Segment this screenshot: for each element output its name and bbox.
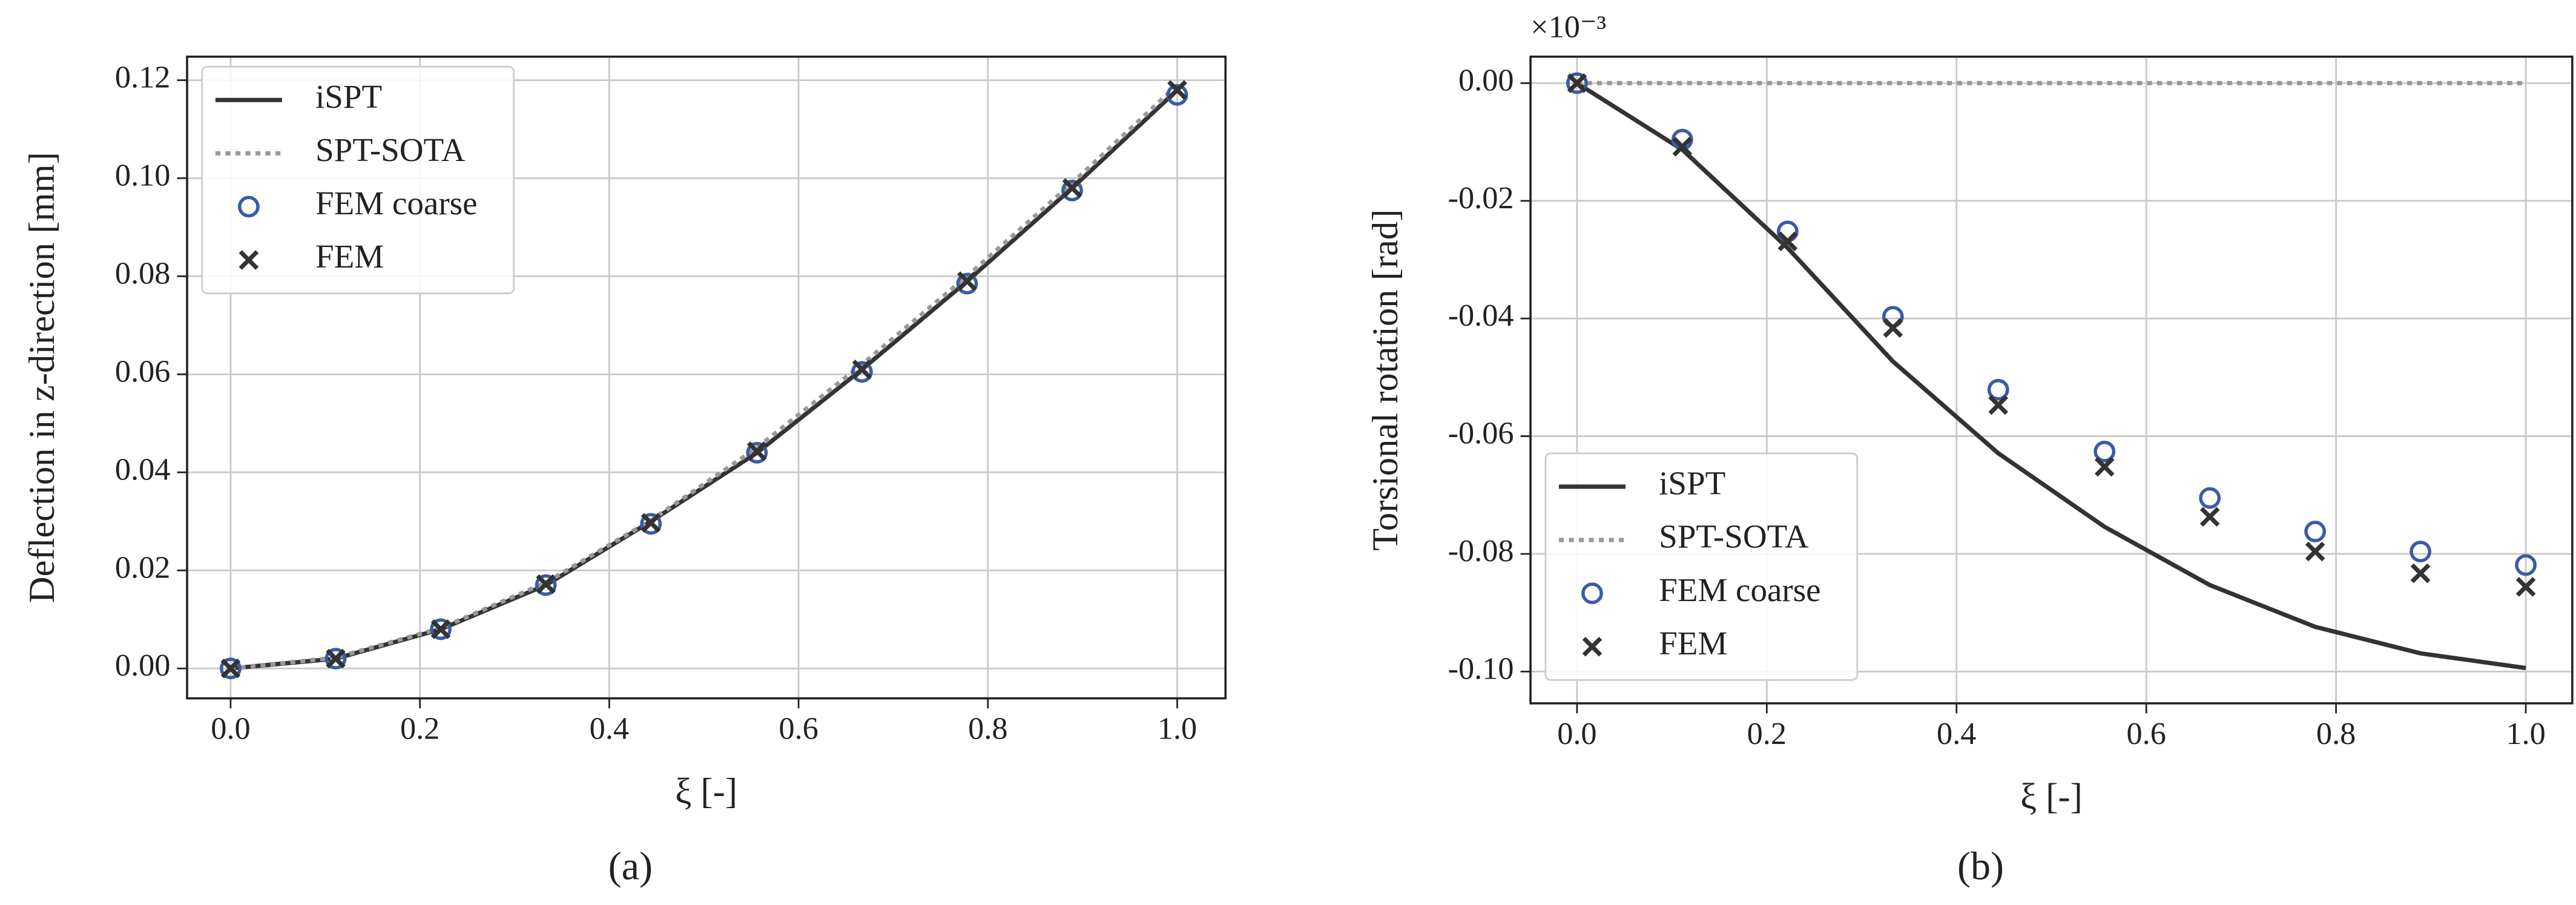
marker xyxy=(851,361,873,383)
marker xyxy=(640,513,662,535)
x-axis-label: ξ [-] xyxy=(675,771,737,812)
marker xyxy=(2304,521,2327,542)
x-tick-label: 0.0 xyxy=(211,711,250,746)
legend-box xyxy=(201,65,515,294)
y-tick-label: 0.10 xyxy=(115,157,171,193)
x-axis-label: ξ [-] xyxy=(2020,776,2083,817)
caption: (b) xyxy=(1957,844,2004,888)
marker xyxy=(1883,318,1903,338)
marker xyxy=(1061,179,1083,202)
marker xyxy=(324,648,347,670)
marker xyxy=(536,574,556,594)
marker xyxy=(430,618,452,640)
legend: iSPT SPT-SOTA FEM coarse FEM xyxy=(201,65,515,294)
marker xyxy=(237,196,260,218)
marker xyxy=(430,619,451,639)
marker xyxy=(1062,178,1082,198)
marker xyxy=(1582,636,1603,657)
x-tick-label: 0.4 xyxy=(590,711,629,746)
x-tick-label: 1.0 xyxy=(1158,711,1197,746)
y-tick-label: 0.04 xyxy=(115,452,171,487)
legend-label: SPT-SOTA xyxy=(1659,518,1809,555)
y-tick-label: -0.06 xyxy=(1448,416,1514,451)
plot-frame xyxy=(186,55,1227,700)
x-tick-label: 1.0 xyxy=(2506,716,2545,751)
x-tick-label: 0.2 xyxy=(1747,716,1787,751)
legend: iSPT SPT-SOTA FEM coarse FEM xyxy=(1544,452,1859,681)
y-tick-label: 0.12 xyxy=(115,59,171,94)
chart: 0.0 0.2 0.4 0.6 0.8 1.0 0.00 -0.02 -0.04 -0.06 -0.… xyxy=(1365,10,2574,888)
marker xyxy=(746,442,768,464)
x-tick-label: 0.0 xyxy=(1557,716,1596,751)
marker xyxy=(2093,440,2116,462)
chart: 0.0 0.2 0.4 0.6 0.8 1.0 0.00 0.02 0.04 0.06 0.08 0.… xyxy=(22,55,1227,888)
legend-label: FEM coarse xyxy=(1659,571,1821,608)
x-tick-label: 0.4 xyxy=(1937,716,1976,751)
y-tick-label: -0.08 xyxy=(1448,533,1514,568)
y-offset-label: ×10⁻³ xyxy=(1530,10,1606,45)
marker xyxy=(1777,231,1798,252)
y-tick-label: 0.06 xyxy=(115,354,171,389)
caption: (a) xyxy=(608,844,653,888)
y-tick-label: -0.10 xyxy=(1448,651,1514,686)
marker xyxy=(1581,582,1603,605)
marker xyxy=(2410,563,2431,584)
marker xyxy=(1166,84,1188,106)
marker xyxy=(1672,137,1693,157)
marker xyxy=(641,513,661,533)
series-line xyxy=(230,88,1179,671)
y-tick-label: -0.04 xyxy=(1448,298,1514,333)
series-line xyxy=(230,83,1179,671)
legend-label: iSPT xyxy=(315,78,382,115)
marker xyxy=(220,657,242,680)
legend-label: FEM xyxy=(1659,625,1727,662)
marker xyxy=(957,271,977,291)
plot-area xyxy=(1566,72,2537,671)
marker xyxy=(2515,577,2536,597)
legend-label: FEM coarse xyxy=(315,185,478,222)
series-line xyxy=(1575,81,2526,671)
marker xyxy=(535,574,557,596)
y-tick-label: -0.02 xyxy=(1448,180,1514,216)
marker xyxy=(2199,487,2221,509)
legend-label: SPT-SOTA xyxy=(315,131,466,168)
legend-label: iSPT xyxy=(1659,465,1725,502)
y-tick-label: 0.02 xyxy=(115,550,171,585)
plot-frame xyxy=(1529,55,2574,705)
marker xyxy=(852,359,872,380)
marker xyxy=(1167,80,1187,100)
legend-box xyxy=(1544,452,1859,681)
marker xyxy=(326,648,346,669)
y-tick-label: 0.00 xyxy=(1458,62,1514,97)
marker xyxy=(1988,395,2009,415)
marker xyxy=(2515,554,2537,576)
x-tick-label: 0.2 xyxy=(400,711,440,746)
x-tick-label: 0.6 xyxy=(2127,716,2166,751)
y-axis-label: Deflection in z-direction [mm] xyxy=(22,152,62,603)
legend-label: FEM xyxy=(315,238,384,275)
plot-area xyxy=(220,80,1188,680)
marker xyxy=(956,272,978,295)
x-tick-label: 0.8 xyxy=(2316,716,2356,751)
marker xyxy=(239,250,259,270)
marker xyxy=(2199,507,2220,527)
marker xyxy=(220,658,241,679)
y-tick-label: 0.08 xyxy=(115,255,171,291)
marker xyxy=(1566,72,1588,94)
y-tick-label: 0.00 xyxy=(115,648,171,683)
marker xyxy=(1567,73,1587,93)
marker xyxy=(746,441,767,461)
marker xyxy=(1987,378,2009,401)
marker xyxy=(2305,541,2325,562)
x-tick-label: 0.8 xyxy=(968,711,1007,746)
y-axis-label: Torsional rotation [rad] xyxy=(1365,209,1406,551)
marker xyxy=(2094,456,2115,477)
marker xyxy=(2410,541,2432,562)
x-tick-label: 0.6 xyxy=(779,711,818,746)
